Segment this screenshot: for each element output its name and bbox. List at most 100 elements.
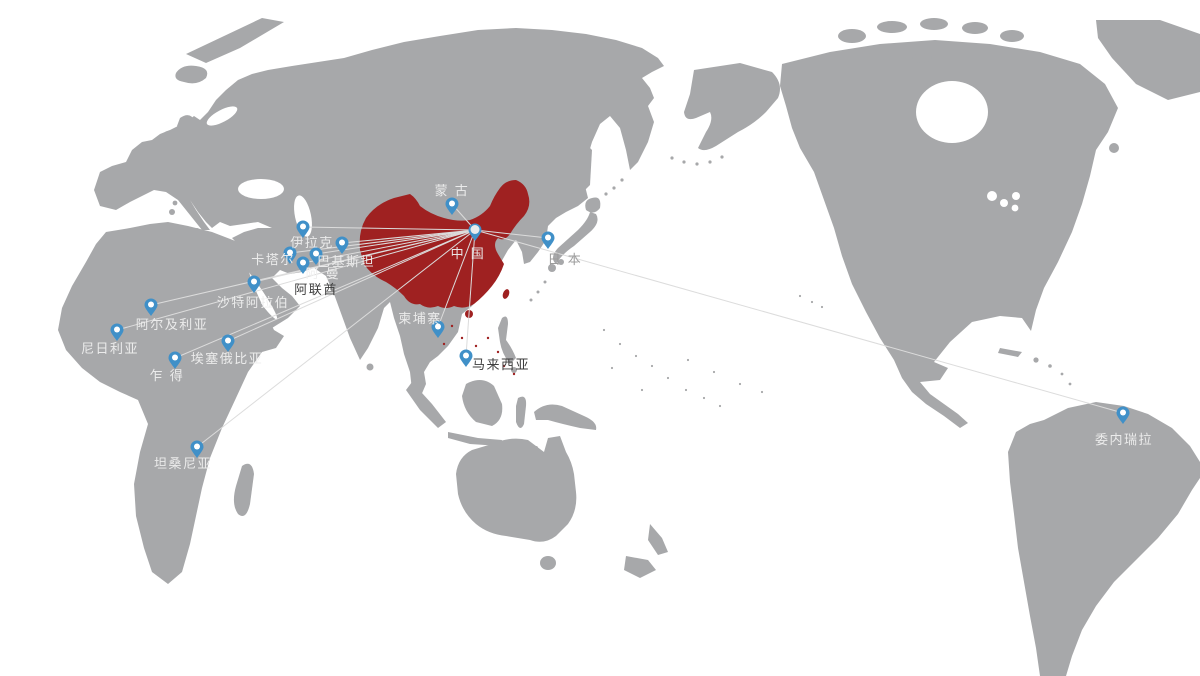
arctic-island-6 [869,50,891,60]
arctic-island-4 [962,22,988,34]
pin-inner-dot [114,326,120,333]
ryukyu-3 [529,298,533,302]
kuril-1 [620,178,624,182]
location-label-iraq: 伊拉克 [290,236,334,251]
mindanao [511,367,517,373]
south-china-sea-islands [442,324,516,376]
madagascar [233,463,254,517]
pin-inner-dot [300,259,306,266]
sakhalin [581,143,592,192]
location-label-malaysia: 马来西亚 [472,358,530,373]
new-guinea [534,404,597,430]
pin-inner-dot [251,278,257,285]
location-pin-mongolia[interactable] [445,197,459,216]
pin-inner-dot [287,249,293,256]
location-label-nigeria: 尼日利亚 [81,342,139,357]
aleutian-5 [720,155,724,159]
pin-inner-dot [148,301,154,308]
australia [456,436,577,542]
pacific-islands [602,294,824,408]
location-pin-oman[interactable] [309,247,323,266]
ryukyu-1 [543,280,547,284]
aleutian-3 [695,162,699,166]
pin-inner-dot [313,250,319,257]
kuril-2 [612,186,616,190]
location-label-chad: 乍 得 [150,368,185,384]
location-pin-japan[interactable] [541,231,555,250]
kuril-3 [604,192,608,196]
pin-inner-dot [435,323,441,330]
connection-line-malaysia [465,229,476,357]
borneo [462,379,503,426]
hispaniola [1033,357,1039,363]
location-label-japan: 日 本 [548,253,583,268]
great-lake-2 [1000,199,1008,207]
arctic-island-5 [1000,30,1024,42]
connection-line-japan [474,229,549,239]
aleutian-4 [708,160,712,164]
connection-line-algeria [150,229,476,306]
tasmania [540,556,556,570]
baltic-sea [206,106,238,126]
pin-inner-dot [194,443,200,450]
honshu [552,212,598,264]
location-pin-qatar[interactable] [283,246,297,265]
location-pin-cambodia[interactable] [431,320,445,339]
aleutian-1 [670,156,674,160]
location-label-ethiopia: 埃塞俄比亚 [191,351,264,367]
hub-pin-china[interactable] [468,223,482,242]
hudson-bay [916,81,988,143]
africa [58,222,284,584]
location-pin-iraq[interactable] [296,220,310,239]
arctic-island-1 [838,29,866,43]
pin-inner-dot [225,337,231,344]
arctic-island-2 [877,21,907,33]
pin-inner-dot [545,234,551,241]
great-lake-3 [1012,192,1020,200]
corsica [172,200,178,206]
newfoundland [1109,143,1119,153]
new-zealand-north [648,524,668,555]
location-pin-algeria[interactable] [144,298,158,317]
location-pin-pakistan[interactable] [335,236,349,255]
great-lake-1 [987,191,997,201]
pin-inner-dot [449,200,455,207]
puerto-rico [1048,364,1052,368]
kyushu [548,264,556,272]
sumatra [406,382,446,428]
location-pin-venezuela[interactable] [1116,406,1130,425]
location-pin-chad[interactable] [168,351,182,370]
location-pin-saudi-arabia[interactable] [247,275,261,294]
cyprus [241,241,245,245]
sri-lanka [366,363,374,371]
pin-inner-dot [300,223,306,230]
location-pin-nigeria[interactable] [110,323,124,342]
location-label-pakistan: 巴基斯坦 [317,255,375,270]
lesser-antilles-1 [1060,372,1064,376]
lesser-antilles-2 [1068,382,1072,386]
south-america [1008,402,1200,676]
black-sea [238,179,284,199]
pin-inner-dot [172,354,178,361]
location-label-cambodia: 柬埔寨 [398,311,442,327]
greenland-west-tip [186,18,284,63]
sulawesi [516,396,527,429]
cuba [998,348,1022,357]
pin-inner-dot [463,352,469,359]
location-pin-ethiopia[interactable] [221,334,235,353]
connection-line-iraq [302,226,476,231]
location-label-uae: 阿联酋 [294,282,338,298]
java [448,432,502,446]
connection-line-venezuela [474,229,1124,414]
location-pin-malaysia[interactable] [459,349,473,368]
location-label-mongolia: 蒙 古 [435,184,470,199]
connection-line-ethiopia [227,229,476,342]
location-pin-tanzania[interactable] [190,440,204,459]
location-label-qatar: 卡塔尔 [251,253,295,268]
pin-inner-dot [1120,409,1126,416]
great-lake-4 [1011,204,1019,212]
location-pin-uae[interactable] [296,256,310,275]
